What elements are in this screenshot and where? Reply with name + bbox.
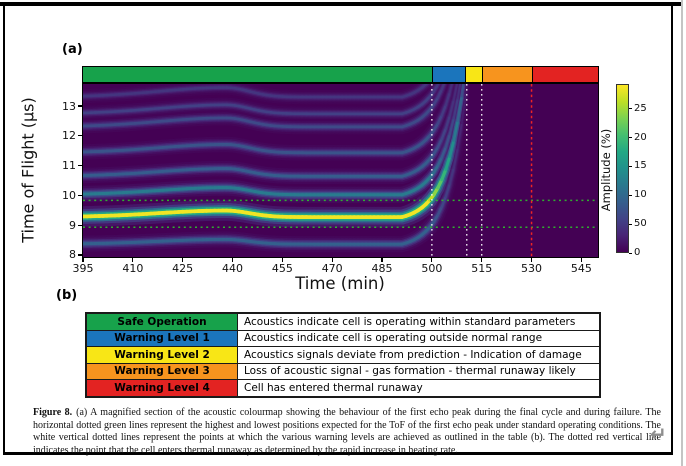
y-tick-label: 8 xyxy=(69,248,76,262)
figure-border-top xyxy=(0,2,681,6)
y-axis-label: Time of Flight (μs) xyxy=(18,97,38,243)
warning-level-cell: Warning Level 1 xyxy=(85,329,238,347)
warning-level-cell: Safe Operation xyxy=(85,312,238,331)
warning-description-cell: Acoustics indicate cell is operating wit… xyxy=(237,312,601,331)
x-tick-mark xyxy=(82,258,84,262)
strip-segment-warning-level-3 xyxy=(481,67,532,82)
colorbar-tick-mark xyxy=(629,194,632,196)
table-row: Warning Level 4 Cell has entered thermal … xyxy=(85,379,601,397)
colorbar-tick-label: 15 xyxy=(634,160,647,172)
page-edge-line xyxy=(681,0,683,466)
table-row: Warning Level 2 Acoustics signals deviate… xyxy=(85,346,601,364)
figure-border-right xyxy=(671,2,673,455)
colorbar-tick-label: 0 xyxy=(634,247,641,258)
colorbar xyxy=(616,84,629,253)
y-tick-mark xyxy=(78,224,82,226)
colorbar-tick-mark xyxy=(629,223,632,225)
panel-b-label: (b) xyxy=(56,288,78,303)
warning-level-cell: Warning Level 3 xyxy=(85,362,238,380)
x-tick-mark xyxy=(431,258,433,262)
warning-description-cell: Acoustics signals deviate from predictio… xyxy=(237,346,601,364)
y-tick-mark xyxy=(78,135,82,137)
y-tick-mark xyxy=(78,164,82,167)
x-tick-mark xyxy=(580,258,582,262)
x-tick-label: 515 xyxy=(471,262,493,275)
y-tick-label: 10 xyxy=(62,188,76,202)
colorbar-tick-mark xyxy=(629,252,632,254)
warning-description-cell: Acoustics indicate cell is operating out… xyxy=(237,329,601,347)
strip-segment-safe-operation xyxy=(83,67,432,82)
x-tick-mark xyxy=(331,258,333,262)
x-tick-label: 425 xyxy=(172,262,194,275)
colorbar-tick-label: 10 xyxy=(634,189,647,201)
x-tick-label: 545 xyxy=(570,262,592,275)
x-tick-label: 440 xyxy=(222,262,244,275)
x-tick-label: 485 xyxy=(371,262,393,275)
x-tick-label: 410 xyxy=(122,262,144,275)
x-tick-mark xyxy=(231,258,234,262)
y-tick-label: 12 xyxy=(62,129,76,143)
caption-text: (a) A magnified section of the acoustic … xyxy=(33,407,661,456)
table-row: Safe Operation Acoustics indicate cell is… xyxy=(85,312,601,331)
x-axis-label: Time (min) xyxy=(295,274,385,293)
x-tick-mark xyxy=(530,258,533,262)
colorbar-label: Amplitude (%) xyxy=(599,128,613,212)
y-tick-label: 9 xyxy=(69,218,76,232)
table-row: Warning Level 3 Loss of acoustic signal -… xyxy=(85,362,601,380)
x-tick-mark xyxy=(381,258,383,262)
x-tick-mark xyxy=(481,258,483,262)
heatmap-plot xyxy=(82,83,599,258)
y-tick-mark xyxy=(78,105,82,107)
strip-segment-warning-level-1 xyxy=(431,67,466,82)
warning-table: Safe Operation Acoustics indicate cell is… xyxy=(85,312,601,398)
colorbar-tick-label: 50 xyxy=(634,218,647,230)
panel-a-label: (a) xyxy=(62,42,83,57)
x-tick-mark xyxy=(281,258,283,262)
y-tick-mark xyxy=(78,194,82,196)
colorbar-tick-mark xyxy=(629,137,632,139)
y-tick-label: 11 xyxy=(62,159,76,173)
strip-segment-warning-level-2 xyxy=(465,67,482,82)
warning-level-cell: Warning Level 4 xyxy=(85,379,238,397)
x-tick-mark xyxy=(182,258,184,262)
warning-level-cell: Warning Level 2 xyxy=(85,346,238,364)
heatmap-canvas xyxy=(83,84,598,257)
x-tick-mark xyxy=(132,258,134,262)
colorbar-tick-mark xyxy=(629,108,632,110)
table-row: Warning Level 1 Acoustics indicate cell i… xyxy=(85,329,601,347)
figure-border-left xyxy=(3,2,5,455)
x-tick-label: 500 xyxy=(421,262,443,275)
warning-description-cell: Cell has entered thermal runaway xyxy=(237,379,601,397)
figure-caption: Figure 8. (a) A magnified section of the … xyxy=(33,407,661,457)
return-arrow-icon: ↵ xyxy=(650,422,667,446)
x-tick-label: 470 xyxy=(321,262,343,275)
warning-strip xyxy=(82,66,599,83)
colorbar-tick-label: 25 xyxy=(634,102,647,114)
colorbar-tick-label: 20 xyxy=(634,131,647,143)
caption-label: Figure 8. xyxy=(33,407,73,418)
x-tick-label: 455 xyxy=(271,262,293,275)
strip-segment-warning-level-4 xyxy=(531,67,598,82)
warning-description-cell: Loss of acoustic signal - gas formation … xyxy=(237,362,601,380)
figure-border-bottom xyxy=(3,452,673,455)
y-tick-label: 13 xyxy=(62,99,76,113)
colorbar-tick-mark xyxy=(629,165,632,168)
x-tick-label: 530 xyxy=(521,262,543,275)
x-tick-label: 395 xyxy=(72,262,94,275)
y-tick-mark xyxy=(78,254,82,256)
